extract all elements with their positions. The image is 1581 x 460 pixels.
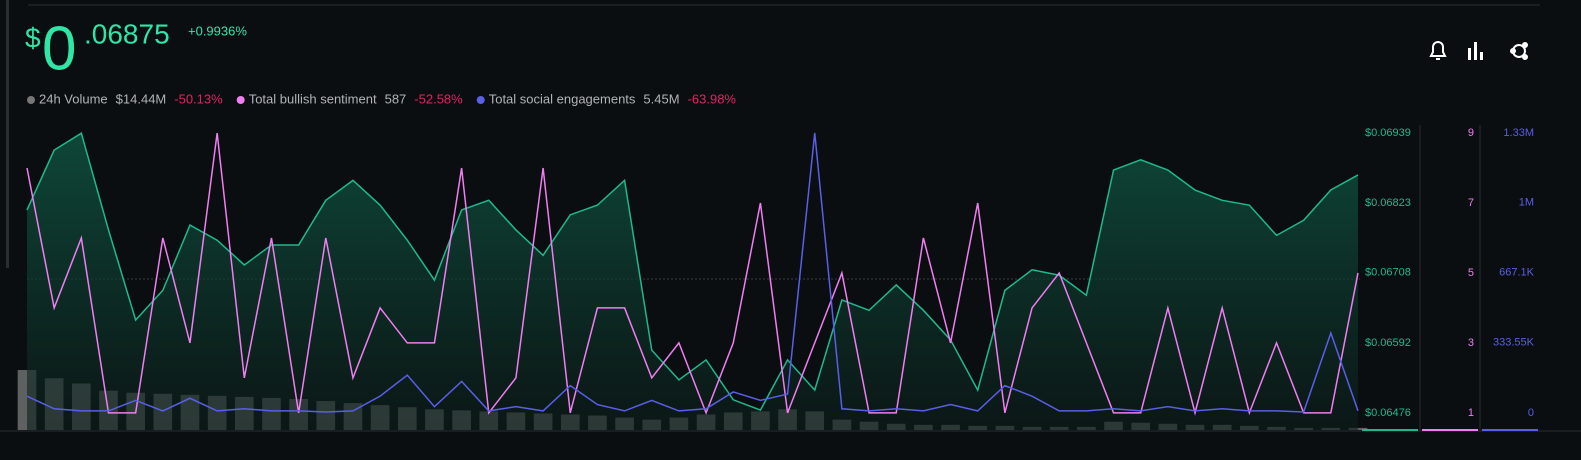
legend-dot — [236, 96, 245, 104]
y-tick-label: 667.1K — [1499, 266, 1535, 278]
legend-dot — [27, 96, 35, 104]
price-area — [27, 133, 1358, 430]
legend-name: 24h Volume — [39, 91, 108, 106]
bell-icon[interactable] — [1429, 41, 1447, 60]
legend-total: $14.44M — [116, 91, 167, 106]
price-line — [26, 132, 1359, 411]
y-tick-label: 1M — [1519, 196, 1534, 208]
legend-name: Total bullish sentiment — [249, 91, 377, 106]
currency: $ — [25, 22, 41, 53]
legend-total: 587 — [385, 91, 407, 106]
y-tick-label: 9 — [1468, 127, 1474, 139]
y-tick-label: $0.06939 — [1365, 127, 1411, 139]
y-tick-label: $0.06592 — [1365, 337, 1411, 349]
legend-change: -63.98% — [688, 91, 737, 106]
price-change: +0.9936% — [188, 23, 247, 38]
y-tick-label: 3 — [1468, 337, 1474, 349]
legend-change: -52.58% — [414, 91, 463, 106]
y-tick-label: 0 — [1528, 407, 1534, 419]
y-tick-label: 1.33M — [1503, 127, 1534, 139]
legend-dot — [476, 96, 485, 104]
legend-name: Total social engagements — [489, 91, 636, 106]
legend-change: -50.13% — [174, 91, 223, 106]
series-line — [26, 132, 1359, 413]
y-tick-label: 1 — [1468, 407, 1474, 419]
series-line — [26, 132, 1359, 416]
share-icon[interactable] — [1510, 42, 1528, 60]
y-tick-label: 7 — [1468, 197, 1474, 209]
bars-icon[interactable] — [1468, 42, 1483, 60]
y-tick-label: $0.06476 — [1365, 407, 1411, 419]
scroll-bar — [6, 0, 9, 268]
legend-total: 5.45M — [643, 91, 679, 106]
y-tick-label: 5 — [1468, 267, 1474, 279]
y-tick-label: $0.06823 — [1365, 197, 1411, 209]
y-tick-label: 333.55K — [1493, 337, 1535, 349]
y-tick-label: $0.06708 — [1365, 267, 1411, 279]
price-integer: 0 — [42, 14, 76, 83]
price-fraction: .06875 — [84, 18, 170, 49]
